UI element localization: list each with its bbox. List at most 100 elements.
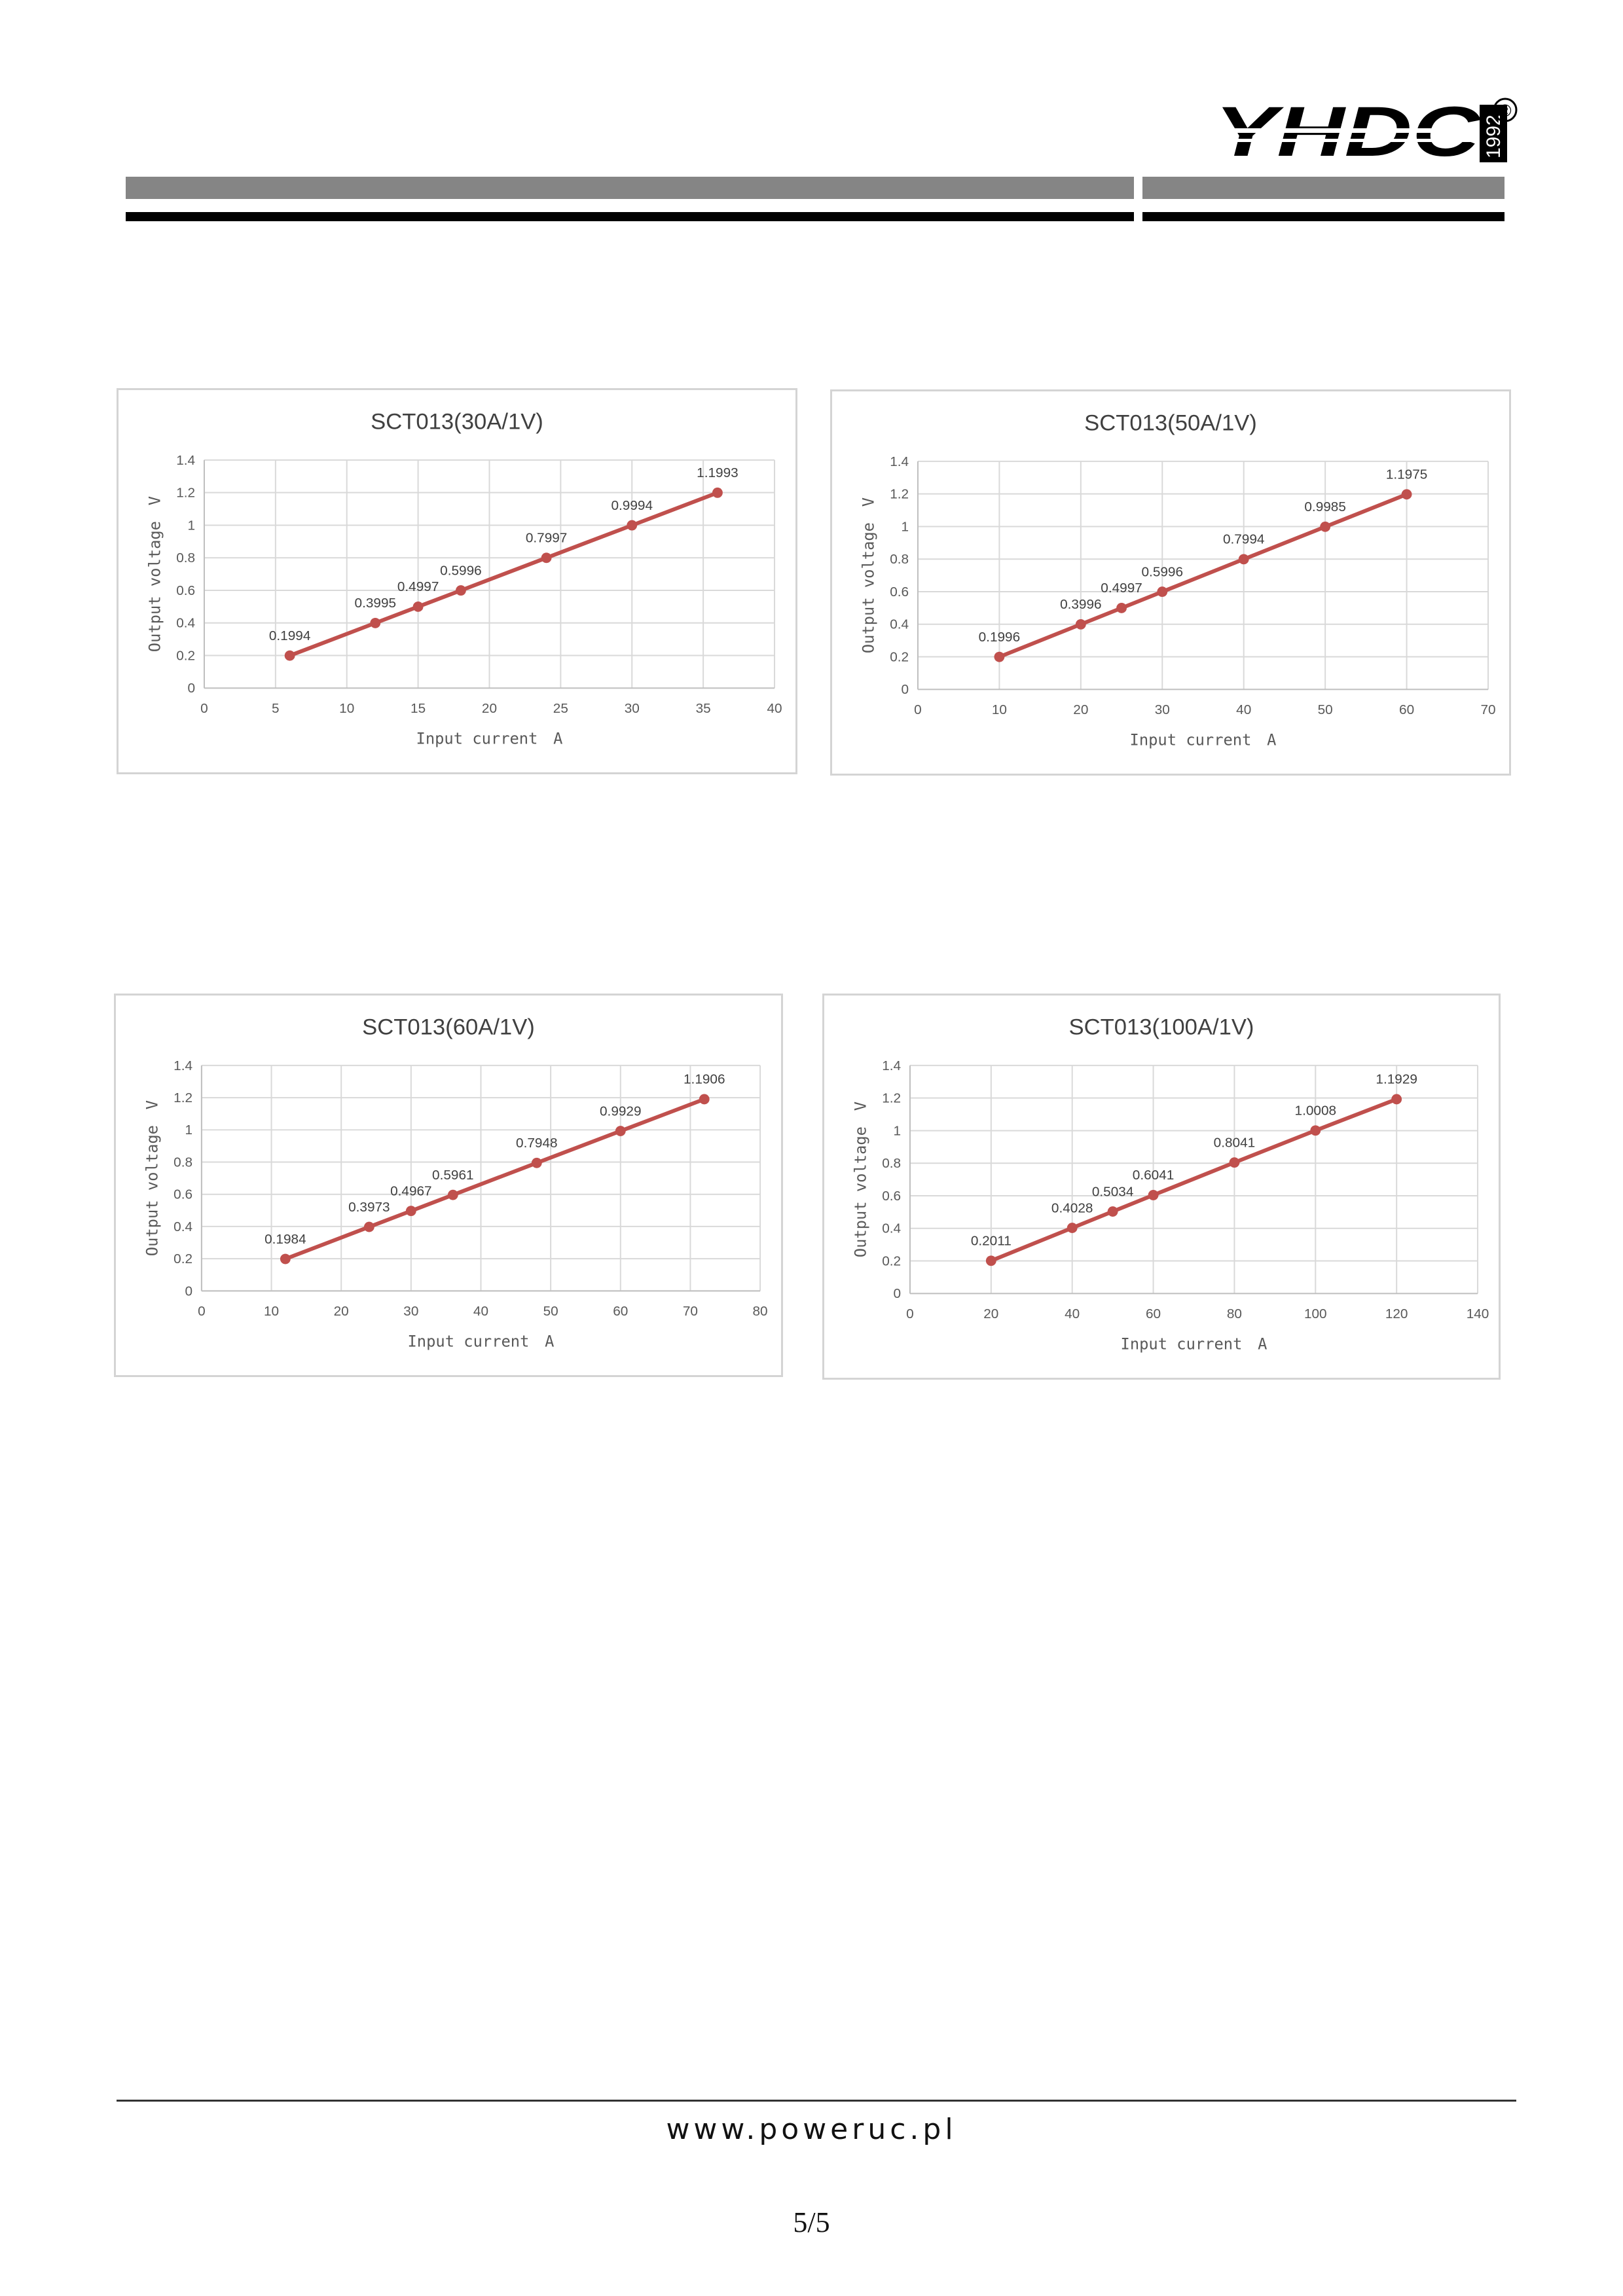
- chart-100a: SCT013(100A/1V) 0 0.2 0.4 0.6 0.8 1 1.2 1.4 0 20 40…: [852, 1014, 1489, 1353]
- data-point: [1157, 586, 1168, 598]
- y-tick-label: 0.2: [173, 1251, 192, 1266]
- page-number: 5/5: [793, 2206, 830, 2238]
- data-point: [615, 1126, 626, 1136]
- y-tick-label: 0.4: [176, 616, 195, 631]
- data-label: 1.1929: [1376, 1072, 1417, 1087]
- data-label: 1.1975: [1386, 467, 1428, 482]
- data-label: 0.4967: [390, 1183, 432, 1198]
- registered-circle: [1493, 98, 1518, 122]
- data-label: 0.7994: [1223, 532, 1265, 547]
- series-line: [990, 1097, 1398, 1263]
- chart-title: SCT013(60A/1V): [362, 1014, 535, 1039]
- x-tick-label: 0: [200, 701, 208, 716]
- x-tick-label: 30: [1155, 702, 1170, 717]
- y-tick-label: 1.4: [890, 454, 909, 469]
- data-point: [1238, 554, 1249, 565]
- x-tick-label: 50: [1318, 702, 1333, 717]
- footer-url[interactable]: www.poweruc.pl: [666, 2113, 957, 2146]
- y-tick-label: 0.8: [882, 1156, 901, 1171]
- data-point: [541, 552, 552, 564]
- x-tick-label: 25: [553, 701, 568, 716]
- logo-year-box: [1480, 105, 1507, 162]
- yhdc-logo-graphic: YHDC 1992 ®: [1214, 92, 1518, 171]
- data-point: [412, 601, 424, 612]
- x-tick-label: 10: [264, 1304, 279, 1319]
- data-label: 0.5996: [440, 563, 482, 578]
- data-point: [284, 650, 295, 661]
- header-bar-black-left: [126, 212, 1134, 221]
- data-point: [1229, 1157, 1240, 1168]
- data-point: [1116, 603, 1127, 613]
- header-bar-black-right: [1142, 212, 1504, 221]
- data-label: 0.3996: [1060, 597, 1102, 612]
- x-tick-label: 15: [410, 701, 426, 716]
- y-tick-label: 1: [185, 1122, 192, 1138]
- y-tick-label: 0.2: [176, 648, 195, 663]
- y-tick-label: 1.4: [173, 1058, 192, 1073]
- data-label: 0.9994: [611, 498, 653, 513]
- x-tick-label: 30: [403, 1304, 418, 1319]
- x-tick-label: 0: [914, 702, 922, 717]
- y-tick-label: 1: [902, 519, 909, 534]
- x-tick-label: 50: [543, 1304, 558, 1319]
- data-label: 0.5034: [1092, 1184, 1134, 1199]
- y-tick-label: 0.8: [176, 550, 195, 565]
- data-label: 0.4028: [1051, 1200, 1093, 1215]
- chart-title: SCT013(100A/1V): [1069, 1014, 1254, 1039]
- x-tick-label: 60: [1146, 1306, 1161, 1321]
- y-axis-label: Output voltage V: [143, 1100, 162, 1256]
- data-point: [1391, 1094, 1402, 1105]
- x-tick-label: 0: [906, 1306, 914, 1321]
- y-tick-label: 1.2: [890, 487, 909, 502]
- chart-panel-50a: SCT013(50A/1V) 0 0.2 0.4 0.6 0.8 1 1.2 1.4 0 10 20 3…: [830, 389, 1511, 776]
- y-tick-label: 1.4: [882, 1058, 901, 1073]
- data-label: 0.4997: [397, 579, 439, 594]
- footer-divider: [117, 2100, 1516, 2102]
- y-tick-label: 1: [894, 1123, 902, 1138]
- x-tick-label: 100: [1304, 1306, 1327, 1321]
- x-tick-label: 10: [339, 701, 354, 716]
- chart-title: SCT013(30A/1V): [371, 409, 543, 434]
- data-point: [994, 651, 1005, 662]
- y-tick-label: 0.8: [173, 1155, 192, 1170]
- x-tick-label: 0: [198, 1304, 206, 1319]
- y-tick-label: 0: [902, 682, 909, 697]
- data-label: 0.7997: [526, 531, 568, 546]
- series-line: [284, 1097, 705, 1261]
- chart-50a: SCT013(50A/1V) 0 0.2 0.4 0.6 0.8 1 1.2 1.4 0 10 20 3…: [860, 410, 1496, 749]
- data-label: 0.9985: [1304, 499, 1346, 514]
- y-tick-label: 0.6: [173, 1187, 192, 1202]
- header-bar-gray-right: [1142, 177, 1504, 199]
- x-tick-label: 40: [767, 701, 782, 716]
- data-label: 0.6041: [1133, 1168, 1175, 1183]
- data-label: 0.1994: [269, 628, 311, 643]
- y-tick-label: 0.6: [890, 584, 909, 600]
- y-axis-label: Output voltage V: [146, 496, 164, 652]
- y-tick-label: 0.4: [173, 1219, 192, 1234]
- y-tick-label: 0: [188, 681, 196, 696]
- data-point: [1067, 1223, 1078, 1233]
- x-tick-label: 120: [1385, 1306, 1408, 1321]
- y-tick-label: 1.2: [176, 486, 195, 501]
- x-tick-label: 20: [1073, 702, 1088, 717]
- data-point: [370, 617, 381, 628]
- x-tick-label: 80: [1227, 1306, 1242, 1321]
- data-point: [405, 1206, 416, 1217]
- data-point: [280, 1253, 291, 1265]
- data-label: 0.7948: [516, 1136, 558, 1151]
- x-tick-label: 40: [473, 1304, 488, 1319]
- data-point: [699, 1094, 710, 1105]
- chart-panel-100a: SCT013(100A/1V) 0 0.2 0.4 0.6 0.8 1 1.2 1.4 0 20 40…: [822, 994, 1501, 1380]
- x-tick-label: 70: [683, 1304, 698, 1319]
- data-point: [1107, 1206, 1118, 1217]
- data-point: [447, 1189, 458, 1200]
- yhdc-logo: YHDC 1992 ®: [1214, 92, 1529, 171]
- data-label: 0.1984: [264, 1232, 306, 1247]
- x-tick-label: 40: [1065, 1306, 1080, 1321]
- x-tick-label: 5: [272, 701, 280, 716]
- x-tick-label: 20: [983, 1306, 998, 1321]
- x-axis-label: Input current A: [1130, 730, 1277, 749]
- x-tick-label: 40: [1236, 702, 1251, 717]
- data-label: 1.0008: [1295, 1103, 1337, 1118]
- y-tick-label: 1: [188, 518, 196, 533]
